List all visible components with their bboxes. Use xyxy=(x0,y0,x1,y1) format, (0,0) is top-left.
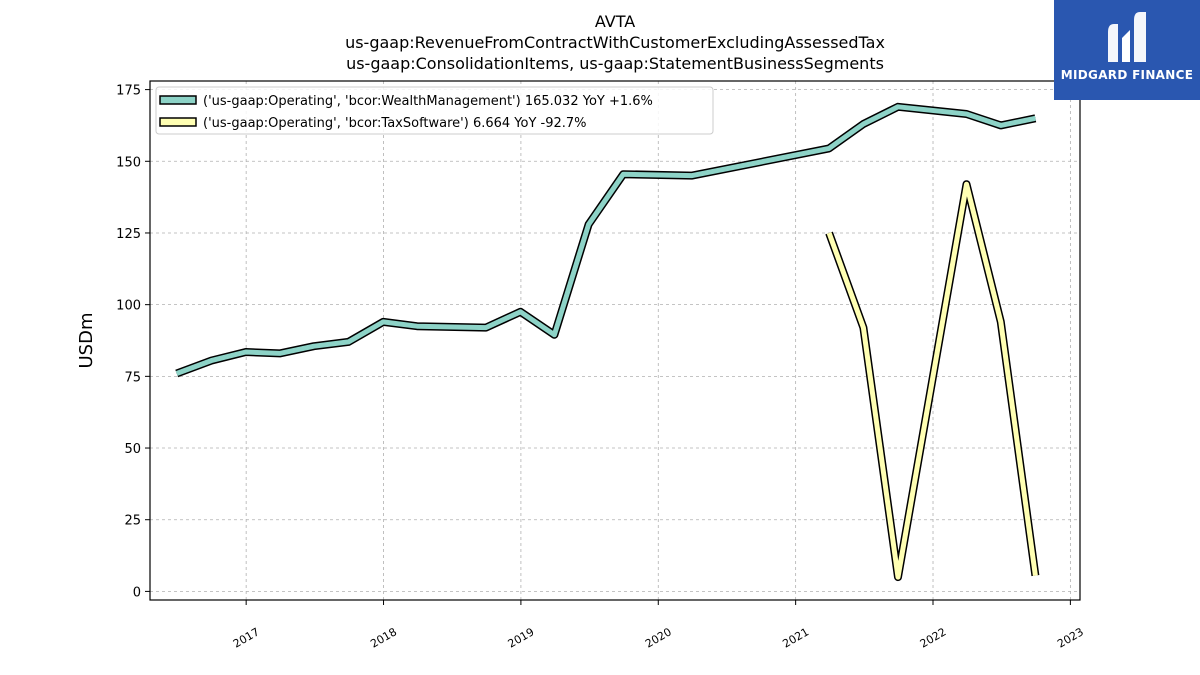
y-axis-label: USDm xyxy=(76,313,97,369)
legend-box xyxy=(155,86,714,135)
y-tick-label: 75 xyxy=(124,370,141,385)
x-tick-label: 2021 xyxy=(780,625,811,650)
series-line xyxy=(826,181,1038,580)
y-tick-label: 100 xyxy=(116,299,141,314)
chart-title: AVTA us-gaap:RevenueFromContractWithCusto… xyxy=(345,12,885,73)
legend-swatch xyxy=(159,117,197,127)
x-tick-label: 2022 xyxy=(918,625,949,650)
y-tick-label: 125 xyxy=(116,227,141,242)
y-tick-label: 25 xyxy=(124,514,141,529)
midgard-finance-logo: MIDGARD FINANCE xyxy=(1054,0,1200,100)
series-line xyxy=(175,104,1036,376)
plot-frame xyxy=(149,80,1081,601)
x-tick-label: 2018 xyxy=(368,625,399,650)
legend-entry-label: ('us-gaap:Operating', 'bcor:WealthManage… xyxy=(203,94,653,109)
legend-swatch xyxy=(159,95,197,105)
legend-entry-label: ('us-gaap:Operating', 'bcor:TaxSoftware'… xyxy=(203,116,587,131)
y-tick-label: 175 xyxy=(116,84,141,99)
grid xyxy=(150,81,1080,600)
x-tick-label: 2020 xyxy=(643,625,674,650)
y-tick-label: 150 xyxy=(116,155,141,170)
series-lines xyxy=(175,102,1040,582)
x-tick-label: 2019 xyxy=(506,625,537,650)
y-tick-label: 0 xyxy=(133,585,141,600)
x-axis: 2017 2018 2019 2020 2021 2022 2023 xyxy=(231,600,1086,651)
y-axis: 0 25 50 75 100 125 150 175 xyxy=(116,84,150,600)
x-tick-label: 2017 xyxy=(231,625,262,650)
chart-title-line: AVTA xyxy=(595,12,635,31)
chart-title-line: us-gaap:RevenueFromContractWithCustomerE… xyxy=(345,33,885,52)
logo-text: MIDGARD FINANCE xyxy=(1060,68,1194,82)
chart-title-line: us-gaap:ConsolidationItems, us-gaap:Stat… xyxy=(346,54,884,73)
y-tick-label: 50 xyxy=(124,442,141,457)
x-tick-label: 2023 xyxy=(1055,625,1086,650)
midgard-logo-mark-icon xyxy=(1108,12,1146,62)
legend: ('us-gaap:Operating', 'bcor:WealthManage… xyxy=(155,86,714,135)
series-line-outline xyxy=(175,102,1037,378)
